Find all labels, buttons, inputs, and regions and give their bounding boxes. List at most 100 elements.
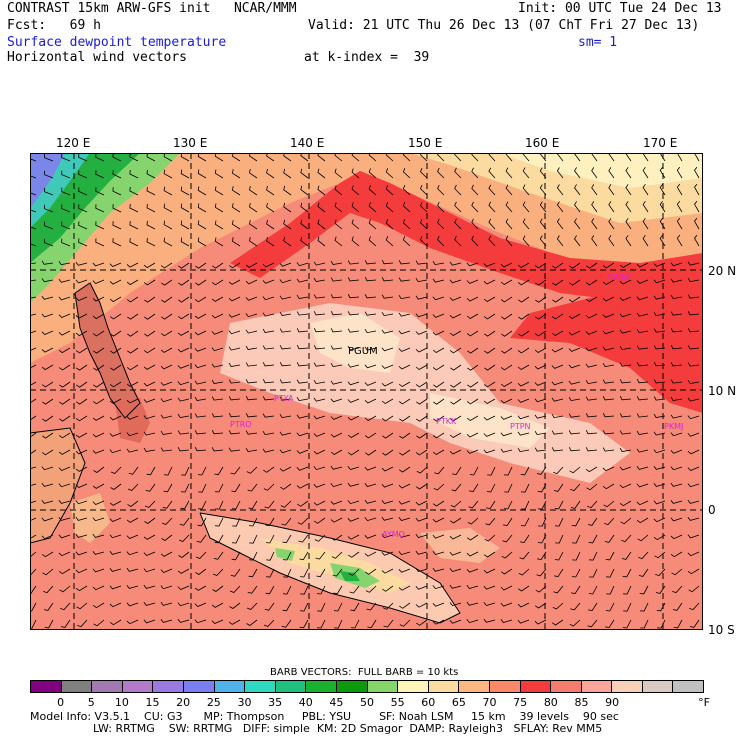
wind-barb: [247, 585, 258, 594]
wind-barb: [432, 517, 445, 523]
wind-barb: [181, 466, 190, 476]
wind-barb: [381, 466, 394, 472]
wind-barb: [160, 262, 173, 269]
wind-barb: [486, 500, 496, 510]
wind-barb: [75, 279, 88, 284]
lon-label-120: 120 E: [56, 136, 91, 150]
wind-barb: [313, 449, 326, 455]
wind-barb: [61, 204, 71, 213]
wind-barb: [228, 413, 241, 418]
wind-barb: [488, 201, 496, 213]
wind-barb: [334, 619, 343, 629]
wind-barb: [283, 202, 292, 213]
wind-barb: [432, 432, 445, 439]
wind-barb: [368, 153, 377, 162]
wind-barb: [143, 415, 156, 420]
wind-barb: [214, 203, 224, 213]
wind-barb: [160, 414, 173, 419]
wind-barb: [653, 482, 666, 487]
wind-barb: [78, 187, 88, 196]
legend-tick-label: 0: [57, 696, 65, 709]
wind-barb: [466, 313, 479, 319]
wind-barb: [126, 296, 139, 303]
wind-barb: [160, 330, 173, 337]
wind-barb: [381, 516, 394, 521]
wind-barb: [619, 313, 632, 318]
wind-barb: [58, 449, 71, 455]
legend-swatch: [274, 681, 306, 692]
wind-barb: [230, 466, 241, 475]
wind-barb: [449, 279, 462, 284]
wind-barb: [330, 415, 343, 420]
wind-barb: [30, 500, 37, 504]
wind-barb: [505, 201, 513, 213]
wind-barb: [317, 619, 326, 629]
wind-barb: [571, 585, 581, 595]
field-title: Surface dewpoint temperature: [7, 35, 227, 50]
wind-barb: [195, 551, 207, 559]
wind-barb: [109, 602, 122, 608]
wind-barb: [485, 517, 496, 526]
wind-barb: [180, 220, 190, 230]
wind-barb: [214, 237, 224, 247]
wind-barb: [416, 432, 428, 439]
wind-barb: [30, 568, 37, 577]
wind-barb: [265, 585, 275, 595]
wind-barb: [41, 517, 54, 522]
wind-barb: [505, 218, 513, 230]
wind-barb: [296, 466, 309, 471]
wind-barb: [161, 279, 173, 286]
wind-barb: [432, 296, 445, 301]
wind-barb: [368, 168, 377, 179]
wind-barb: [653, 328, 666, 333]
wind-barb: [350, 602, 360, 612]
legend-swatch: [121, 681, 153, 692]
legend-tick-label: 5: [87, 696, 95, 709]
wind-barb: [44, 153, 54, 162]
wind-barb: [385, 236, 394, 247]
wind-barb: [605, 619, 615, 629]
wind-barb: [522, 167, 530, 179]
wind-barb: [347, 466, 360, 470]
wind-barb: [416, 619, 428, 626]
wind-barb: [402, 153, 411, 162]
wind-barb: [585, 330, 598, 335]
wind-barb: [112, 187, 122, 196]
wind-barb: [466, 415, 479, 421]
wind-barb: [347, 381, 360, 386]
wind-barb: [687, 294, 700, 299]
wind-barb: [398, 533, 411, 538]
wind-barb: [214, 466, 224, 476]
wind-barb: [41, 278, 54, 283]
wind-barb: [60, 619, 71, 628]
wind-barb: [296, 328, 309, 333]
wind-barb: [109, 398, 122, 404]
wind-barb: [214, 169, 224, 179]
wind-barb: [364, 294, 377, 299]
wind-barb: [211, 396, 224, 401]
wind-barb: [687, 345, 700, 350]
wind-barb: [454, 153, 462, 162]
wind-barb: [245, 313, 258, 318]
wind-barb: [347, 328, 360, 333]
wind-barb: [619, 483, 632, 489]
wind-barb: [30, 209, 37, 213]
wind-barb: [500, 585, 513, 591]
wind-barb: [574, 167, 581, 179]
wind-barb: [317, 602, 326, 612]
wind-barb: [313, 277, 326, 282]
wind-barb: [195, 279, 207, 286]
wind-barb: [466, 585, 479, 589]
wind-barb: [30, 262, 37, 265]
wind-barb: [450, 500, 462, 508]
wind-barb: [109, 313, 122, 320]
wind-barb: [534, 447, 547, 452]
wind-barb: [416, 415, 428, 422]
legend-tick-label: 60: [421, 696, 436, 709]
wind-barb: [432, 500, 445, 507]
wind-barb: [296, 432, 309, 437]
wind-barb: [30, 226, 37, 230]
wind-barb: [501, 313, 513, 320]
wind-barb: [449, 415, 462, 422]
wind-barb: [93, 364, 105, 371]
